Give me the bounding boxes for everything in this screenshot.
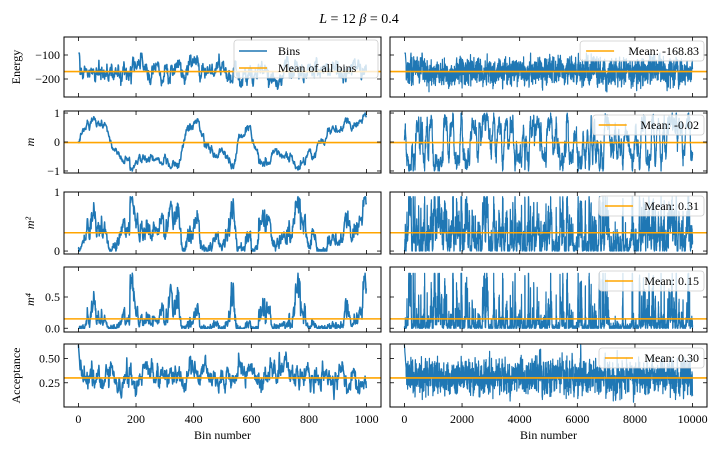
y-tick-label: 0.25 [39, 376, 60, 390]
y-axis-label: m² [23, 216, 37, 229]
x-axis-label: Bin number [194, 428, 251, 442]
axes-frame [389, 266, 708, 333]
panel-m2-first-1000: 1 0 m² [23, 185, 382, 258]
x-tick-label: 6000 [565, 412, 589, 426]
series-line-bins [77, 195, 368, 252]
x-tick-label: 600 [242, 412, 260, 426]
panel-m4-all: Mean: 0.15 [389, 266, 708, 333]
y-axis-label: Energy [9, 50, 23, 84]
x-tick-label: 8000 [623, 412, 647, 426]
series-line-bins [403, 344, 694, 403]
legend-box [592, 114, 705, 136]
panel-m-first-1000: 1 0 −1 m [23, 106, 382, 178]
legend: Mean: 0.15 [598, 270, 705, 292]
legend: Bins Mean of all bins [233, 39, 379, 79]
legend: Mean: 0.31 [598, 195, 705, 217]
legend-box [598, 270, 705, 292]
axes-frame [389, 343, 708, 408]
x-tick-label: 10000 [678, 412, 708, 426]
axes-frame [63, 191, 382, 255]
legend-box [579, 40, 705, 62]
y-tick-label: 0 [54, 244, 60, 258]
x-tick-label: 2000 [450, 412, 474, 426]
y-tick-label: 1 [54, 185, 60, 199]
axes-frame [63, 266, 382, 333]
y-tick-label: 1 [54, 106, 60, 120]
legend: Mean: -168.83 [579, 40, 705, 62]
x-tick-label: 800 [300, 412, 318, 426]
x-tick-label: 0 [75, 412, 81, 426]
x-tick-label: 400 [185, 412, 203, 426]
panel-acc-all: 0 2000 4000 6000 8000 10000 Bin number Mean: 0.… [389, 343, 708, 442]
x-tick-label: 4000 [508, 412, 532, 426]
legend-mean-label: Mean: -0.02 [640, 118, 699, 132]
legend-label: Mean of all bins [278, 61, 357, 75]
axes-frame [389, 191, 708, 255]
legend-box [598, 195, 705, 217]
y-tick-label: −100 [35, 48, 60, 62]
legend: Mean: 0.30 [598, 347, 705, 369]
legend-box [233, 39, 379, 79]
panel-energy-first-1000: −100 −200 Energy Bins Mean of all bins [9, 36, 382, 98]
legend-mean-label: Mean: 0.15 [644, 274, 699, 288]
y-tick-label: −1 [47, 164, 60, 178]
x-axis-label: Bin number [520, 428, 577, 442]
y-axis-label: m⁴ [23, 293, 37, 306]
x-tick-label: 200 [127, 412, 145, 426]
panel-m2-all: Mean: 0.31 [389, 191, 708, 255]
y-tick-label: 0.50 [39, 352, 60, 366]
y-axis-label: Acceptance [9, 348, 23, 404]
y-tick-label: −200 [35, 72, 60, 86]
axes-frame [63, 36, 382, 98]
x-tick-label: 0 [401, 412, 407, 426]
panel-m-all: Mean: -0.02 [389, 110, 708, 174]
axes-frame [389, 36, 708, 98]
legend: Mean: -0.02 [592, 114, 705, 136]
panel-m4-first-1000: 0.5 0.0 m⁴ [23, 266, 382, 335]
legend-mean-label: Mean: 0.31 [644, 199, 699, 213]
legend-mean-label: Mean: -168.83 [628, 44, 699, 58]
y-tick-label: 0.5 [45, 290, 60, 304]
panel-energy-all: Mean: -168.83 [389, 36, 708, 98]
figure-title: L = 12 β = 0.4 [318, 12, 399, 27]
legend-mean-label: Mean: 0.30 [644, 351, 699, 365]
series-line-bins [403, 272, 694, 329]
y-tick-label: 0.0 [45, 321, 60, 335]
x-tick-label: 1000 [355, 412, 379, 426]
y-axis-label: m [23, 137, 37, 146]
axes-frame [63, 343, 382, 408]
legend-box [598, 347, 705, 369]
panel-acc-first-1000: 0 200 400 600 800 1000 0.50 0.25 Acceptance Bin n… [9, 343, 382, 442]
series-line-bins [77, 272, 368, 330]
series-line-bins [77, 344, 368, 401]
legend-label: Bins [278, 44, 300, 58]
y-tick-label: 0 [54, 135, 60, 149]
